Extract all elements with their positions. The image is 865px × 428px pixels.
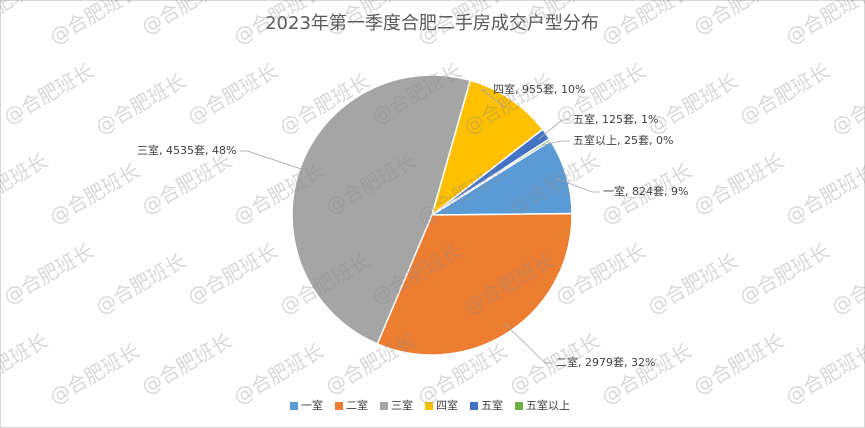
legend-label: 三室: [391, 398, 413, 412]
chart-title: 2023年第一季度合肥二手房成交户型分布: [265, 13, 599, 34]
pie-slice: [376, 212, 573, 356]
data-label: 五室, 125套, 1%: [573, 112, 658, 126]
pie-slice: [430, 79, 544, 217]
legend-label: 五室以上: [526, 398, 570, 412]
data-label: 四室, 955套, 10%: [493, 82, 585, 96]
data-label: 五室以上, 25套, 0%: [573, 133, 673, 147]
data-label: 二室, 2979套, 32%: [556, 355, 655, 369]
leader-line: [541, 140, 570, 146]
data-label: 一室, 824套, 9%: [603, 184, 688, 198]
legend-swatch: [290, 402, 298, 410]
legend-label: 二室: [346, 398, 368, 412]
legend-swatch: [470, 402, 478, 410]
legend-swatch: [425, 402, 433, 410]
legend-swatch: [335, 402, 343, 410]
legend-label: 一室: [301, 398, 323, 412]
leader-line: [239, 150, 310, 173]
data-label: 三室, 4535套, 48%: [137, 143, 236, 157]
legend-swatch: [515, 402, 523, 410]
legend-swatch: [380, 402, 388, 410]
pie-slice: [431, 137, 552, 216]
leader-line: [504, 322, 553, 364]
legend-label: 五室: [481, 398, 503, 412]
legend-label: 四室: [436, 398, 458, 412]
leader-line: [556, 178, 600, 193]
leader-line: [480, 89, 506, 108]
leader-line: [537, 119, 570, 141]
